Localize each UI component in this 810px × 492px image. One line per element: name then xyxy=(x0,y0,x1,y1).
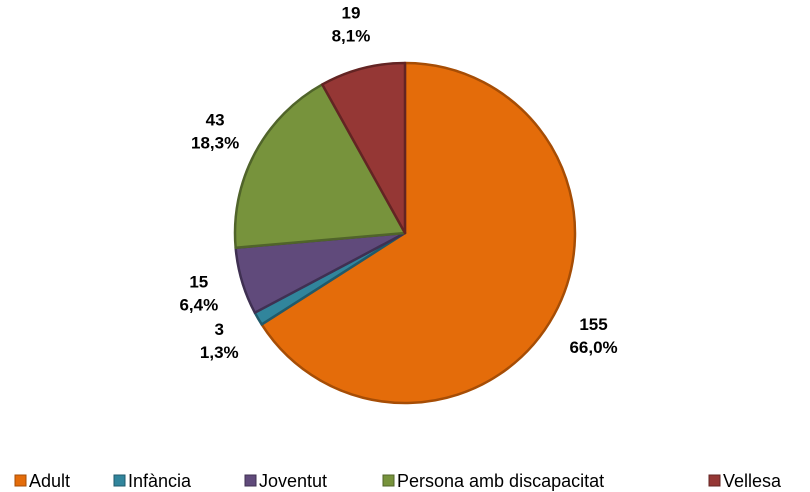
pie-slice xyxy=(260,61,577,405)
percent-label: 66,0% xyxy=(569,338,617,357)
legend-swatch xyxy=(113,474,126,487)
legend-swatch xyxy=(14,474,27,487)
percent-label: 8,1% xyxy=(332,26,371,45)
percent-label: 1,3% xyxy=(200,343,239,362)
percent-label: 18,3% xyxy=(191,134,239,153)
value-label: 15 xyxy=(189,272,208,291)
percent-label: 6,4% xyxy=(179,295,218,314)
pie-slice xyxy=(233,83,407,250)
value-label: 155 xyxy=(579,315,607,334)
legend-swatch xyxy=(708,474,721,487)
legend-swatch xyxy=(244,474,257,487)
value-label: 19 xyxy=(342,3,361,22)
legend-swatch xyxy=(382,474,395,487)
legend-label: Joventut xyxy=(259,471,327,491)
value-label: 43 xyxy=(206,111,225,130)
pie-slice xyxy=(321,61,407,235)
legend-label: Vellesa xyxy=(723,471,782,491)
legend-label: Persona amb discapacitat xyxy=(397,471,604,491)
legend-label: Adult xyxy=(29,471,70,491)
legend-label: Infància xyxy=(128,471,192,491)
value-label: 3 xyxy=(215,320,224,339)
